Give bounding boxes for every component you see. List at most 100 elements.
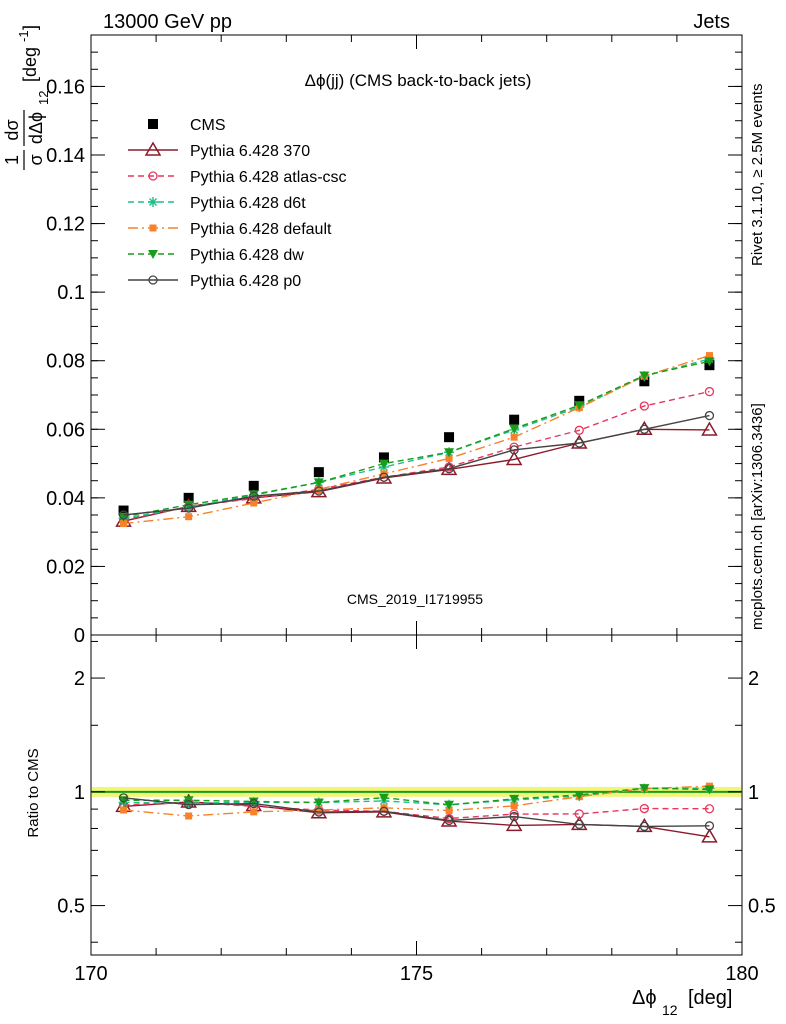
- data-point-4: [510, 433, 518, 441]
- data-point-4: [444, 800, 455, 810]
- data-point-4: [313, 798, 324, 808]
- data-point-6: [379, 472, 389, 482]
- data-point-1: [701, 421, 718, 436]
- data-point-6: [183, 503, 194, 513]
- legend-marker: [148, 197, 158, 207]
- main-ytick-label: 0.02: [46, 556, 85, 578]
- data-point-2: [639, 401, 649, 411]
- data-point-5: [704, 357, 715, 367]
- ratio-ytick-label-right: 2: [748, 668, 759, 690]
- legend-label: Pythia 6.428 p0: [190, 273, 301, 290]
- ylabel-ddphi: dΔϕ: [26, 112, 46, 144]
- legend-label: Pythia 6.428 default: [190, 221, 332, 238]
- data-point-5: [183, 500, 194, 510]
- data-point-1: [574, 809, 584, 819]
- data-point-5: [183, 799, 194, 810]
- data-point-1: [505, 450, 523, 466]
- chart-title: Δϕ(jj) (CMS back-to-back jets): [305, 71, 532, 90]
- data-point-0: [505, 816, 523, 832]
- xtick-label: 180: [725, 963, 758, 985]
- data-point-0: [509, 414, 520, 425]
- xtick-label: 175: [400, 963, 433, 985]
- series-line-2: [123, 787, 710, 806]
- ylabel-unit: [deg: [20, 47, 40, 82]
- xlabel-subscript: 12: [662, 1002, 678, 1018]
- data-point-0: [248, 480, 259, 491]
- ylabel-one: 1: [2, 155, 22, 165]
- data-point-4: [120, 520, 128, 528]
- series-line-1: [123, 428, 710, 522]
- xlabel-phi: Δϕ: [632, 987, 657, 1009]
- legend-marker: [148, 171, 158, 181]
- legend-marker: [148, 119, 158, 129]
- data-point-3: [315, 806, 323, 814]
- ylabel-unit-sup: -1: [16, 30, 31, 42]
- legend-marker: [148, 250, 158, 259]
- data-point-0: [313, 467, 324, 478]
- data-point-5: [378, 459, 389, 469]
- data-point-3: [120, 806, 128, 814]
- data-point-4: [509, 794, 520, 804]
- main-y-axis-label: 1 σ dσ dΔϕ 12 [deg -1 ]: [2, 25, 51, 170]
- energy-label: 13000 GeV pp: [103, 11, 232, 33]
- data-point-4: [250, 499, 258, 507]
- data-point-4: [378, 793, 389, 803]
- data-point-0: [574, 395, 585, 406]
- main-ytick-label: 0: [74, 625, 85, 647]
- ylabel-dsigma: dσ: [2, 119, 22, 140]
- ratio-y-axis-label: Ratio to CMS: [25, 748, 42, 837]
- data-point-5: [379, 806, 389, 816]
- data-point-5: [444, 448, 455, 458]
- data-point-4: [185, 513, 193, 521]
- data-point-6: [704, 410, 715, 421]
- data-point-5: [639, 371, 650, 381]
- legend-marker: [148, 275, 158, 285]
- main-ytick-label: 0.1: [57, 282, 85, 304]
- ratio-series-group: [115, 782, 718, 843]
- data-point-4: [705, 352, 713, 360]
- ratio-ytick-label-right: 1: [748, 782, 759, 804]
- ratio-ytick-label: 2: [74, 668, 85, 690]
- data-point-5: [314, 807, 324, 817]
- series-line-3: [123, 785, 710, 817]
- ratio-ytick-label-right: 0.5: [748, 896, 776, 918]
- analysis-watermark: CMS_2019_I1719955: [347, 591, 483, 607]
- data-point-5: [704, 821, 715, 831]
- data-point-5: [509, 424, 520, 434]
- data-point-5: [249, 798, 259, 809]
- ratio-ytick-label: 0.5: [57, 896, 85, 918]
- data-point-3: [510, 802, 518, 810]
- series-line-2: [123, 390, 710, 521]
- data-point-4: [445, 454, 453, 462]
- main-ytick-label: 0.04: [46, 488, 85, 510]
- data-point-1: [704, 804, 715, 814]
- series-line-3: [123, 358, 710, 520]
- series-line-4: [123, 787, 710, 806]
- data-point-6: [314, 486, 324, 496]
- legend: CMS Pythia 6.428 370 Pythia 6.428 atlas-cs…: [128, 117, 347, 290]
- ylabel-unit-close: ]: [20, 25, 40, 30]
- data-point-4: [639, 784, 650, 794]
- data-point-0: [183, 492, 194, 503]
- legend-label: Pythia 6.428 atlas-csc: [190, 169, 347, 186]
- legend-label: Pythia 6.428 dw: [190, 247, 304, 264]
- data-point-2: [704, 386, 715, 397]
- data-point-3: [185, 812, 193, 820]
- data-point-4: [574, 790, 585, 800]
- main-ytick-label: 0.14: [46, 145, 85, 167]
- ratio-ytick-label: 1: [74, 782, 85, 804]
- data-point-0: [701, 828, 718, 843]
- data-point-5: [574, 401, 585, 411]
- main-series-group: [115, 352, 718, 528]
- category-label: Jets: [693, 11, 730, 33]
- data-point-1: [509, 809, 519, 819]
- data-point-5: [444, 815, 454, 826]
- data-point-4: [704, 785, 715, 795]
- data-point-6: [574, 438, 584, 448]
- legend-label: Pythia 6.428 d6t: [190, 195, 306, 212]
- legend-marker: [149, 224, 157, 232]
- data-point-6: [509, 445, 519, 455]
- data-point-1: [639, 803, 649, 814]
- data-point-6: [639, 424, 649, 434]
